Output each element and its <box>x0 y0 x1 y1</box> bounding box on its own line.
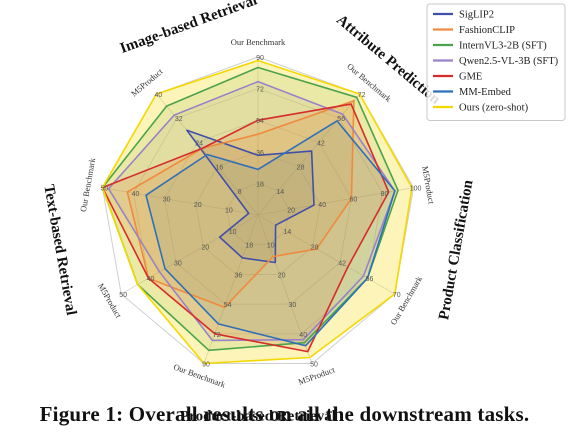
tick-label: 32 <box>175 116 183 123</box>
tick-label: 14 <box>276 189 284 196</box>
legend-item-label: GME <box>459 72 482 83</box>
tick-label: 40 <box>155 92 163 99</box>
grid-spoke <box>257 214 313 364</box>
tick-label: 30 <box>289 302 297 309</box>
tick-label: 20 <box>278 272 286 279</box>
tick-label: 50 <box>310 362 318 369</box>
tick-labels: 18 36 54 72 90 14 28 42 56 72 20 40 60 80 100 14 28 42 56 7… <box>101 55 422 369</box>
tick-label: 10 <box>229 229 237 236</box>
legend: SigLIP2 FashionCLIP InternVL3-2B (SFT) Qwen… <box>426 3 566 121</box>
tick-label: 40 <box>299 332 307 339</box>
tick-label: 30 <box>174 260 182 267</box>
legend-item-label: Ours (zero-shot) <box>459 103 529 114</box>
legend-item-label: InternVL3-2B (SFT) <box>459 41 547 52</box>
tick-label: 14 <box>284 229 292 236</box>
legend-item-label: Qwen2.5-VL-3B (SFT) <box>459 56 559 67</box>
series-line <box>101 66 399 352</box>
tick-label: 42 <box>338 260 346 267</box>
tick-label: 10 <box>267 243 275 250</box>
series-line <box>107 80 396 342</box>
tick-label: 28 <box>311 245 319 252</box>
series-area <box>146 120 395 346</box>
tick-label: 8 <box>238 189 242 196</box>
tick-label: 40 <box>147 276 155 283</box>
axis-label: Our Benchmark <box>172 362 227 390</box>
tick-label: 72 <box>358 92 366 99</box>
tick-label: 42 <box>317 140 325 147</box>
grid-spoke <box>257 187 414 216</box>
tick-label: 50 <box>119 292 127 299</box>
legend-item-label: FashionCLIP <box>459 25 515 36</box>
tick-label: 90 <box>256 55 264 62</box>
tick-label: 40 <box>132 191 140 198</box>
tick-label: 18 <box>245 243 253 250</box>
series-line <box>101 59 413 365</box>
series-line <box>126 99 355 309</box>
tick-label: 56 <box>337 116 345 123</box>
tick-label: 10 <box>225 208 233 215</box>
series-line <box>145 120 396 347</box>
tick-label: 36 <box>235 272 243 279</box>
grid-spoke <box>121 214 259 295</box>
legend-box <box>426 3 566 121</box>
legend-item-label: MM-Embed <box>459 87 512 98</box>
tick-label: 36 <box>256 150 264 157</box>
series-area <box>102 60 413 364</box>
tick-label: 56 <box>366 276 374 283</box>
task-label: Product Classification <box>436 178 476 321</box>
tick-label: 70 <box>393 292 401 299</box>
task-label: Image-based Retrieval <box>118 0 259 57</box>
tick-label: 30 <box>163 197 171 204</box>
tick-label: 40 <box>318 202 326 209</box>
tick-label: 100 <box>410 186 422 193</box>
tick-label: 24 <box>195 140 203 147</box>
tick-label: 72 <box>213 332 221 339</box>
tick-label: 20 <box>287 208 295 215</box>
series-line <box>186 129 315 264</box>
series-lines <box>101 59 413 365</box>
grid-spoke <box>257 214 395 295</box>
axis-label: M5Product <box>420 165 437 205</box>
series-fills <box>102 60 413 364</box>
tick-label: 20 <box>194 202 202 209</box>
grid-spoke <box>203 214 259 364</box>
grid-ring <box>164 119 352 305</box>
tick-label: 90 <box>202 362 210 369</box>
series-area <box>186 130 314 263</box>
tick-label: 72 <box>256 87 264 94</box>
tick-label: 80 <box>381 191 389 198</box>
tick-label: 50 <box>101 186 109 193</box>
tick-label: 28 <box>297 165 305 172</box>
grid-ring <box>195 151 321 275</box>
figure-caption: Figure 1: Overall results on all the dow… <box>39 402 530 426</box>
tick-label: 18 <box>256 181 264 188</box>
axis-label: Our Benchmark <box>231 37 286 47</box>
task-label: Product-based Retrieval <box>180 408 336 424</box>
tick-label: 54 <box>224 302 232 309</box>
tick-label: 60 <box>350 197 358 204</box>
axis-label: Our Benchmark <box>78 156 97 212</box>
tick-label: 20 <box>201 245 209 252</box>
grid-ring <box>226 183 290 246</box>
legend-item-label: SigLIP2 <box>459 10 494 21</box>
series-line <box>101 103 390 353</box>
task-label: Text-based Retrieval <box>40 183 79 316</box>
tick-label: 54 <box>256 118 264 125</box>
tick-label: 16 <box>216 165 224 172</box>
series-area <box>108 81 395 341</box>
